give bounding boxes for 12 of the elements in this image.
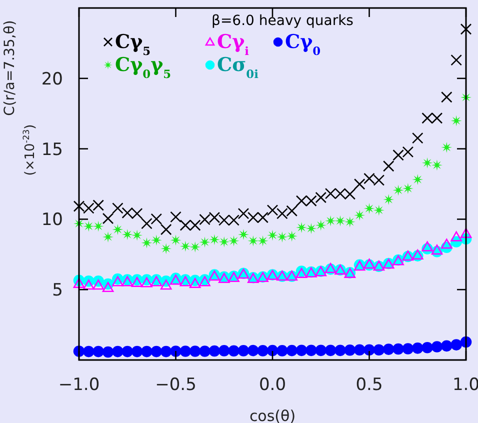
x-axis-title: cos(θ) [249,407,296,423]
x-tick-label: −1.0 [58,375,100,395]
chart-title: β=6.0 heavy quarks [212,13,354,29]
y-tick-label: 5 [52,280,63,301]
legend-label: Cγ$_{0}$ [285,31,321,58]
x-tick-label: 1.0 [452,375,478,395]
x-tick-label: 0.5 [356,375,383,395]
y-tick-label: 15 [41,140,63,160]
y-tick-label: 10 [41,210,63,230]
y-tick-label: 20 [41,69,63,90]
x-tick-label: −0.5 [155,375,196,395]
x-tick-label: 0.0 [258,375,286,395]
